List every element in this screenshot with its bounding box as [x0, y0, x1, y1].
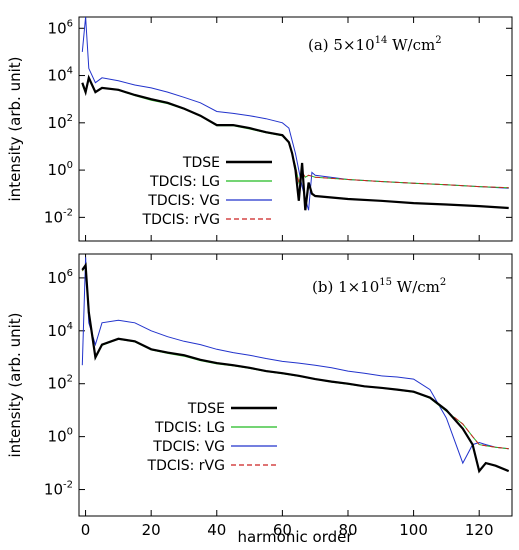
ytick-label: 104 [48, 66, 73, 85]
panel-b-frame [78, 253, 513, 517]
legend-label: TDCIS: VG [147, 193, 220, 209]
ytick-label: 102 [48, 113, 73, 132]
legend-label: TDCIS: LG [154, 420, 225, 436]
series-line-tdcisvg [81, 257, 509, 465]
legend-label: TDSE [182, 155, 220, 171]
legend-label: TDCIS: rVG [147, 458, 225, 474]
panel-a-legend: TDSE TDCIS: LG TDCIS: VG TDCIS: rVG [142, 155, 272, 228]
xtick-label: 20 [142, 521, 161, 539]
xtick-label: 0 [81, 521, 91, 539]
ytick-label: 102 [48, 374, 73, 393]
ytick-label: 10-2 [44, 480, 73, 499]
ytick-label: 106 [48, 268, 73, 287]
panel-a-frame [78, 16, 513, 242]
panel-b-title: (b) 1×1015 W/cm2 [312, 277, 446, 296]
legend-label: TDCIS: rVG [142, 212, 220, 228]
legend-label: TDCIS: LG [149, 174, 220, 190]
panel-b: 10-2 100 102 104 106 0 20 40 60 80 100 120 (b) 1×10… [6, 253, 513, 546]
series-line-tdse [81, 74, 509, 211]
ytick-label: 100 [48, 427, 73, 446]
panel-b-lines [81, 257, 510, 474]
xtick-label: 120 [465, 521, 494, 539]
ytick-label: 100 [48, 160, 73, 179]
panel-b-ylabel: intensity (arb. unit) [6, 313, 24, 458]
panel-b-xlabel: harmonic order [237, 528, 353, 546]
ytick-label: 104 [48, 321, 73, 340]
xtick-label: 40 [207, 521, 226, 539]
series-line-tdcislg [81, 264, 509, 450]
panel-a-ticks: 10-2 100 102 104 106 [44, 17, 512, 241]
panel-a-lines [81, 16, 509, 211]
panel-b-ticks: 10-2 100 102 104 106 0 20 40 60 80 100 120 [44, 254, 512, 539]
ytick-label: 106 [48, 18, 73, 37]
ytick-label: 10-2 [44, 207, 73, 226]
legend-label: TDCIS: VG [152, 439, 225, 455]
panel-a: 10-2 100 102 104 106 (a) 5×1014 W/cm2 intens… [6, 16, 513, 242]
panel-a-title: (a) 5×1014 W/cm2 [308, 35, 442, 54]
xtick-label: 100 [399, 521, 428, 539]
xtick-label: 80 [338, 521, 357, 539]
legend-label: TDSE [187, 401, 225, 417]
panel-b-legend: TDSE TDCIS: LG TDCIS: VG TDCIS: rVG [147, 401, 277, 474]
series-line-tdse [81, 262, 510, 474]
panel-a-ylabel: intensity (arb. unit) [6, 57, 24, 202]
series-line-tdcisvg [81, 16, 509, 211]
series-line-tdcisrvg [81, 264, 509, 450]
xtick-label: 60 [273, 521, 292, 539]
